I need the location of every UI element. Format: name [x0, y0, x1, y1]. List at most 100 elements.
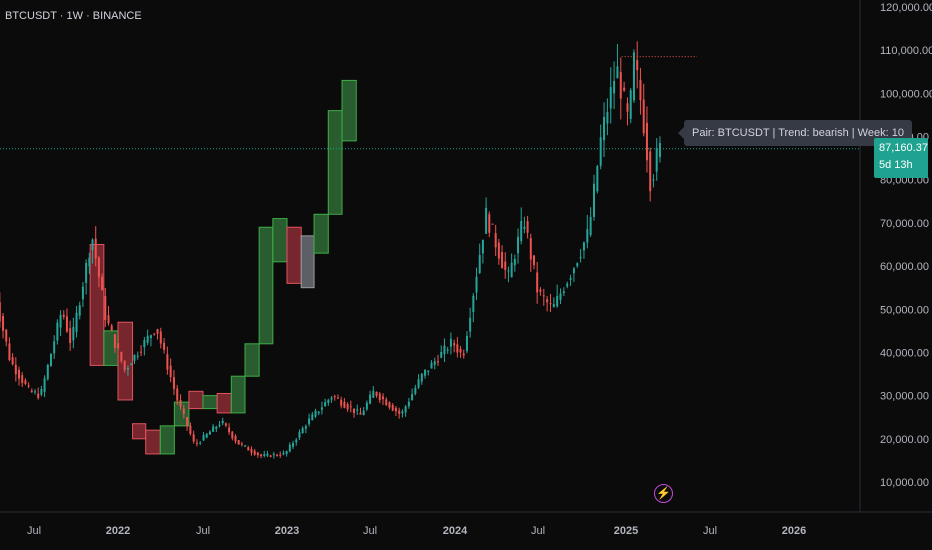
candle-body — [2, 315, 5, 331]
candle-body — [101, 276, 104, 291]
candle-body — [59, 314, 62, 328]
candle-body — [501, 252, 504, 269]
candle-body — [589, 216, 592, 235]
candle-body — [263, 454, 266, 457]
candle-body — [510, 262, 513, 278]
monthly-box — [132, 423, 147, 440]
lightning-icon[interactable]: ⚡ — [654, 484, 673, 503]
candle-body — [517, 236, 520, 254]
candle-body — [440, 352, 443, 358]
candle-body — [472, 295, 475, 313]
candle-body — [523, 226, 526, 229]
candle-body — [469, 317, 472, 332]
candle-body — [301, 428, 304, 434]
candle-body — [616, 66, 619, 79]
candle-body — [446, 349, 449, 351]
candle-body — [34, 391, 36, 393]
x-tick-label: 2026 — [782, 525, 806, 537]
candle-body — [346, 404, 349, 410]
monthly-box — [327, 110, 343, 215]
x-tick-label: 2022 — [106, 525, 130, 537]
candle-body — [462, 353, 465, 356]
monthly-box — [341, 79, 357, 142]
candle-body — [304, 426, 307, 429]
candle-body — [169, 365, 172, 378]
candle-body — [53, 341, 56, 354]
x-tick-label: 2023 — [275, 525, 299, 537]
monthly-box — [188, 390, 204, 410]
candle-body — [401, 411, 404, 414]
candle-body — [407, 401, 410, 407]
candle-body — [14, 364, 17, 375]
x-tick-label: Jul — [363, 525, 377, 537]
candle-body — [266, 453, 269, 456]
y-tick-label: 110,000.00 — [880, 45, 932, 57]
candle-body — [247, 447, 250, 451]
candle-body — [336, 397, 339, 399]
candle-body — [202, 435, 205, 441]
candle-body — [385, 399, 388, 406]
candle-body — [513, 258, 516, 266]
candle-body — [208, 431, 211, 435]
candle-body — [72, 326, 75, 341]
candle-body — [443, 345, 446, 355]
candle-body — [520, 220, 523, 242]
candle-body — [179, 399, 182, 407]
candle-body — [231, 431, 234, 439]
candle-body — [491, 223, 494, 225]
candle-body — [546, 299, 549, 303]
y-tick-label: 100,000.00 — [880, 88, 932, 100]
candle-body — [599, 137, 602, 166]
candle-body — [562, 291, 565, 294]
candle-body — [143, 340, 146, 348]
candle-body — [497, 242, 500, 259]
candle-body — [576, 263, 579, 266]
candle-body — [572, 268, 575, 274]
candle-body — [475, 276, 478, 293]
candle-body — [394, 407, 397, 412]
candle-body — [324, 402, 327, 407]
monthly-box — [159, 425, 175, 455]
candle-body — [359, 412, 362, 415]
candle-body — [536, 272, 539, 293]
y-tick-label: 70,000.00 — [880, 218, 929, 230]
candle-body — [189, 425, 192, 434]
candle-body — [526, 221, 529, 233]
candle-body — [465, 335, 468, 352]
candle-body — [234, 435, 237, 442]
candle-body — [276, 454, 279, 456]
candle-body — [362, 410, 365, 416]
candle-body — [140, 351, 143, 353]
candle-body — [113, 334, 116, 348]
x-tick-label: 2025 — [614, 525, 638, 537]
candle-body — [0, 302, 1, 322]
candle-body — [645, 122, 648, 161]
candle-body — [153, 333, 156, 335]
symbol-label: BTCUSDT · 1W · BINANCE — [5, 10, 142, 22]
candle-body — [69, 328, 72, 344]
candle-body — [149, 335, 152, 339]
y-tick-label: 50,000.00 — [880, 304, 929, 316]
candle-body — [215, 426, 218, 429]
candle-body — [459, 348, 462, 353]
candle-body — [529, 238, 532, 260]
candle-body — [288, 444, 291, 452]
monthly-box — [202, 395, 218, 410]
candle-body — [507, 270, 510, 272]
candle-body — [256, 452, 259, 456]
candle-body — [378, 393, 381, 401]
y-tick-label: 40,000.00 — [880, 347, 929, 359]
monthly-boxes — [89, 79, 357, 455]
candle-body — [606, 111, 609, 124]
candle-body — [21, 375, 24, 384]
candle-body — [30, 390, 33, 392]
candle-body — [613, 80, 616, 94]
candle-body — [582, 242, 585, 251]
candle-body — [18, 369, 21, 379]
candle-body — [5, 329, 8, 342]
candle-body — [369, 394, 372, 404]
candle-body — [107, 315, 110, 324]
candle-body — [56, 322, 59, 341]
candle-body — [285, 450, 288, 455]
